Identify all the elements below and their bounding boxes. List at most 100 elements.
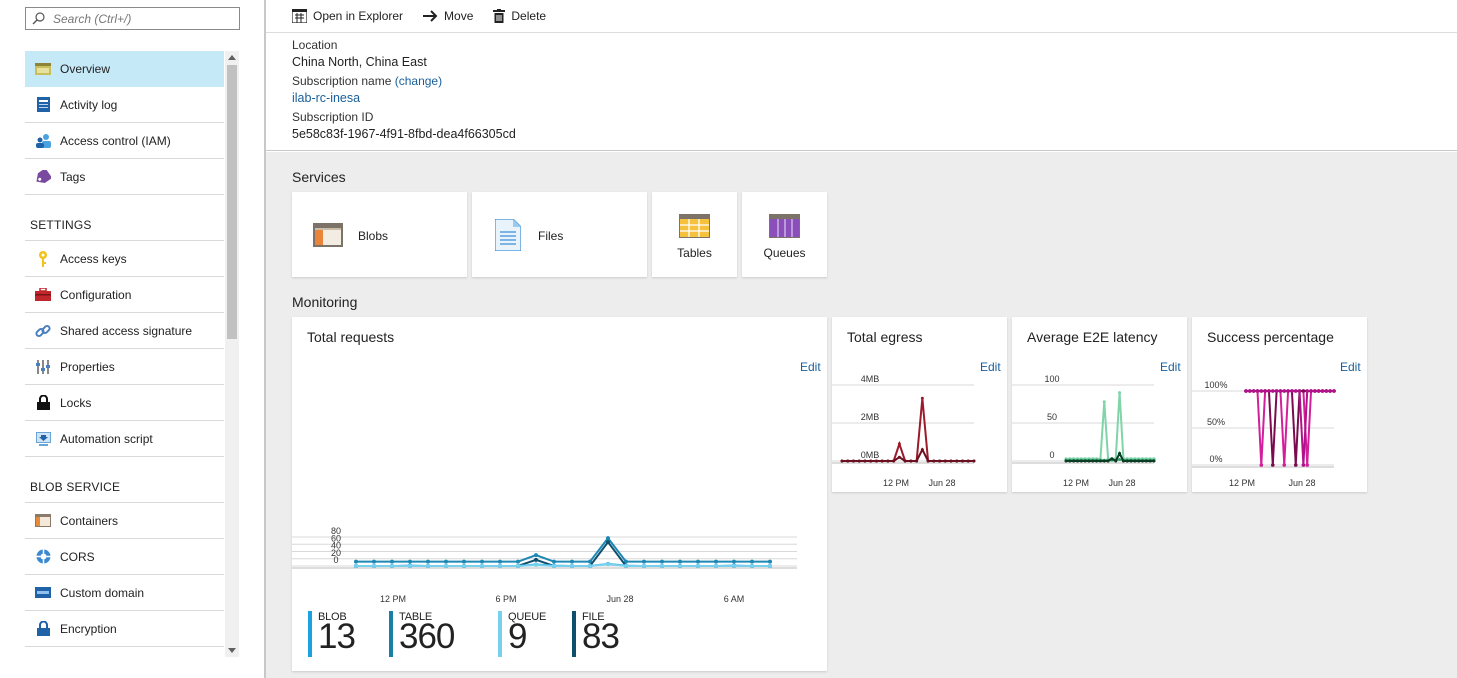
- search-icon: [32, 12, 45, 25]
- sidebar-item-label: Locks: [60, 395, 92, 410]
- data-point: [1278, 389, 1283, 393]
- data-point: [886, 459, 890, 463]
- sidebar-item-locks[interactable]: Locks: [25, 385, 224, 421]
- data-point: [840, 459, 844, 463]
- legend-name: QUEUE: [508, 611, 547, 623]
- sidebar-item-access-keys[interactable]: Access keys: [25, 241, 224, 277]
- sidebar-item-overview[interactable]: Overview: [25, 51, 224, 87]
- data-point: [1332, 389, 1336, 393]
- tables-tile[interactable]: Tables: [652, 192, 737, 277]
- data-point: [1118, 391, 1122, 395]
- data-point: [1255, 389, 1260, 393]
- monitoring-title: Monitoring: [292, 294, 358, 310]
- data-point: [972, 459, 976, 463]
- files-tile[interactable]: Files: [472, 192, 647, 277]
- sidebar-item-label: Configuration: [60, 287, 132, 302]
- sidebar-item-properties[interactable]: Properties: [25, 349, 224, 385]
- total-egress-card[interactable]: Total egress Edit 4MB 2MB 0MB 12 PM Jun 28: [832, 317, 1007, 492]
- data-point: [1133, 459, 1137, 463]
- series-line: [1066, 392, 1154, 460]
- data-point: [516, 564, 520, 568]
- sidebar-item-activity-log[interactable]: Activity log: [25, 87, 224, 123]
- data-point: [606, 562, 610, 567]
- tables-label: Tables: [677, 246, 712, 260]
- data-point: [498, 564, 502, 568]
- success-percentage-card[interactable]: Success percentage Edit 100% 50% 0% 12 PM Ju…: [1192, 317, 1367, 492]
- location-label: Location: [292, 38, 338, 52]
- edit-link[interactable]: Edit: [980, 360, 1001, 374]
- sidebar-item-label: CORS: [60, 549, 95, 564]
- data-point: [874, 459, 878, 463]
- data-point: [1106, 459, 1110, 463]
- sidebar-item-custom-domain[interactable]: Custom domain: [25, 575, 224, 611]
- subscription-name-link[interactable]: ilab-rc-inesa: [292, 91, 361, 105]
- data-point: [1301, 389, 1306, 393]
- data-point: [1316, 389, 1321, 393]
- data-point: [588, 559, 592, 564]
- data-point: [444, 564, 448, 568]
- total-requests-card[interactable]: Total requests Edit 80 60 40 20 0 12 PM 6 PM Ju…: [292, 317, 827, 671]
- data-point: [1148, 459, 1152, 463]
- sidebar-item-tags[interactable]: Tags: [25, 159, 224, 195]
- sidebar-item-shared-access-signature[interactable]: Shared access signature: [25, 313, 224, 349]
- services-title: Services: [292, 169, 346, 185]
- data-point: [1118, 457, 1122, 461]
- edit-link[interactable]: Edit: [1160, 360, 1181, 374]
- data-point: [1305, 463, 1310, 467]
- data-point: [462, 559, 466, 564]
- sidebar: Search (Ctrl+/) Overview Activity log Ac…: [0, 0, 264, 678]
- open-in-explorer-button[interactable]: Open in Explorer: [292, 9, 403, 23]
- sidebar-item-label: Tags: [60, 169, 86, 184]
- scrollbar-thumb[interactable]: [227, 65, 237, 339]
- sidebar-item-automation-script[interactable]: Automation script: [25, 421, 224, 457]
- data-point: [1114, 459, 1118, 463]
- x-tick-label: 6 AM: [724, 594, 745, 604]
- cors-icon: [33, 548, 53, 566]
- move-button[interactable]: Move: [423, 9, 473, 23]
- e2e-latency-card[interactable]: Average E2E latency Edit 100 50 0 12 PM Jun …: [1012, 317, 1187, 492]
- data-point: [1293, 389, 1298, 393]
- data-point: [1144, 459, 1148, 463]
- data-point: [1091, 459, 1095, 463]
- sidebar-item-iam[interactable]: Access control (IAM): [25, 123, 224, 159]
- sidebar-item-encryption[interactable]: Encryption: [25, 611, 224, 647]
- data-point: [1079, 459, 1083, 463]
- data-point: [1118, 451, 1122, 455]
- data-point: [642, 564, 646, 568]
- e2e-latency-chart: 100 50 0 12 PM Jun 28: [1012, 374, 1156, 488]
- sidebar-item-configuration[interactable]: Configuration: [25, 277, 224, 313]
- x-tick-label: Jun 28: [606, 594, 633, 604]
- data-point: [1102, 459, 1106, 463]
- data-point: [1244, 389, 1248, 393]
- queues-label: Queues: [763, 246, 806, 260]
- y-tick-label: 2MB: [861, 412, 880, 422]
- data-point: [642, 559, 646, 564]
- data-point: [1282, 389, 1287, 393]
- delete-label: Delete: [511, 9, 547, 23]
- scroll-up-arrow-icon[interactable]: [228, 55, 236, 60]
- subscription-change-link[interactable]: (change): [394, 74, 443, 88]
- data-point: [1121, 459, 1125, 463]
- scroll-down-arrow-icon[interactable]: [228, 648, 236, 653]
- sidebar-item-cors[interactable]: CORS: [25, 539, 224, 575]
- data-point: [903, 459, 907, 463]
- container-icon: [33, 512, 53, 530]
- sidebar-scrollbar[interactable]: [225, 51, 239, 657]
- search-input[interactable]: Search (Ctrl+/): [25, 7, 240, 30]
- subscription-id-value: 5e58c83f-1967-4f91-8fbd-dea4f66305cd: [292, 127, 516, 141]
- sidebar-item-label: Properties: [60, 359, 115, 374]
- chart-title: Total requests: [307, 329, 395, 345]
- chart-title: Average E2E latency: [1027, 329, 1158, 345]
- data-point: [1309, 389, 1313, 393]
- blobs-tile[interactable]: Blobs: [292, 192, 467, 277]
- data-point: [696, 564, 700, 568]
- data-point: [480, 559, 484, 564]
- queues-tile[interactable]: Queues: [742, 192, 827, 277]
- chart-title: Total egress: [847, 329, 923, 345]
- data-point: [516, 559, 520, 564]
- edit-link[interactable]: Edit: [1340, 360, 1361, 374]
- delete-button[interactable]: Delete: [493, 9, 546, 23]
- data-point: [915, 459, 919, 463]
- edit-link[interactable]: Edit: [800, 360, 821, 374]
- sidebar-item-containers[interactable]: Containers: [25, 503, 224, 539]
